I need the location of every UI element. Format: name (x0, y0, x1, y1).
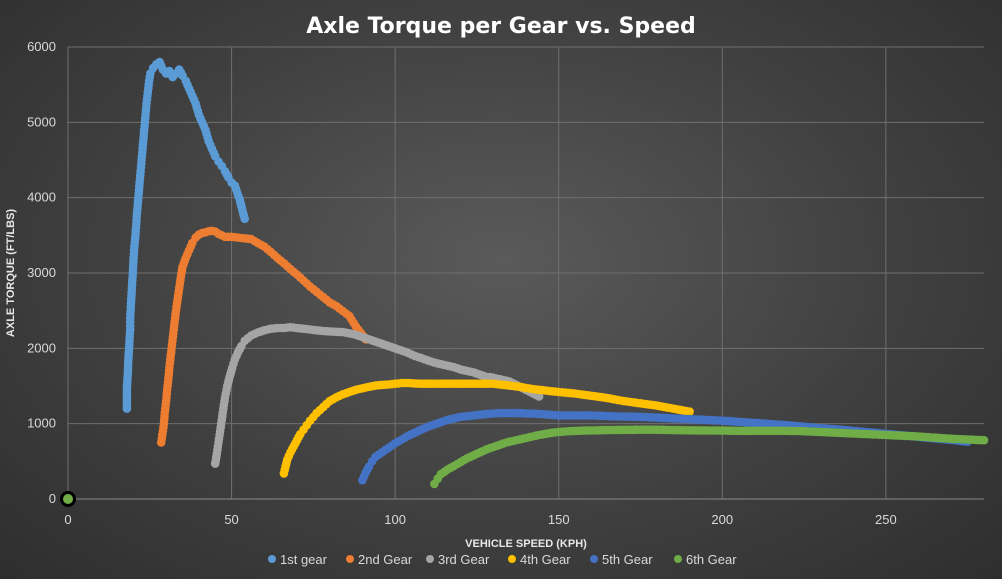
y-tick-label: 0 (49, 491, 56, 506)
y-axis-ticks: 0 1000 2000 3000 4000 5000 6000 (27, 39, 56, 506)
legend-label: 6th Gear (686, 552, 737, 567)
legend-label: 5th Gear (602, 552, 653, 567)
series-5th-gear (358, 408, 972, 485)
y-axis-title: AXLE TORQUE (FT/LBS) (5, 209, 17, 337)
data-point (534, 392, 544, 401)
gridlines (67, 46, 984, 500)
legend-marker (674, 555, 682, 563)
legend-marker (268, 555, 276, 563)
origin-marker (63, 494, 73, 504)
y-tick-label: 5000 (27, 114, 56, 129)
data-point (979, 435, 989, 445)
data-points (122, 57, 989, 489)
y-tick-label: 4000 (27, 190, 56, 205)
legend-item: 6th Gear (674, 552, 737, 567)
series-2nd-gear (156, 226, 371, 447)
x-axis-title: VEHICLE SPEED (KPH) (465, 538, 587, 550)
x-axis-ticks: 0 50 100 150 200 250 (64, 512, 896, 527)
x-tick-label: 150 (548, 512, 570, 527)
legend-label: 4th Gear (520, 552, 571, 567)
y-tick-label: 6000 (27, 39, 56, 54)
legend-marker (508, 555, 516, 563)
legend-label: 1st gear (280, 552, 328, 567)
legend-marker (426, 555, 434, 563)
x-tick-label: 200 (711, 512, 733, 527)
y-tick-label: 2000 (27, 340, 56, 355)
series-6th-gear (430, 425, 989, 489)
legend-item: 5th Gear (590, 552, 653, 567)
legend-label: 3rd Gear (438, 552, 490, 567)
origin-markers (60, 491, 76, 507)
x-tick-label: 100 (384, 512, 406, 527)
series-1st-gear (122, 57, 249, 413)
y-tick-label: 1000 (27, 416, 56, 431)
legend-item: 2nd Gear (346, 552, 413, 567)
legend-marker (590, 555, 598, 563)
series-4th-gear (279, 378, 694, 478)
legend-label: 2nd Gear (358, 552, 413, 567)
legend: 1st gear 2nd Gear 3rd Gear 4th Gear 5th Gear… (268, 552, 737, 567)
chart-title: Axle Torque per Gear vs. Speed (306, 14, 696, 39)
x-tick-label: 50 (224, 512, 238, 527)
legend-item: 4th Gear (508, 552, 571, 567)
legend-marker (346, 555, 354, 563)
y-tick-label: 3000 (27, 265, 56, 280)
legend-item: 3rd Gear (426, 552, 490, 567)
data-point (685, 407, 694, 416)
data-point (240, 214, 249, 224)
series-3rd-gear (210, 322, 544, 468)
x-tick-label: 0 (64, 512, 71, 527)
x-tick-label: 250 (875, 512, 897, 527)
legend-item: 1st gear (268, 552, 328, 567)
